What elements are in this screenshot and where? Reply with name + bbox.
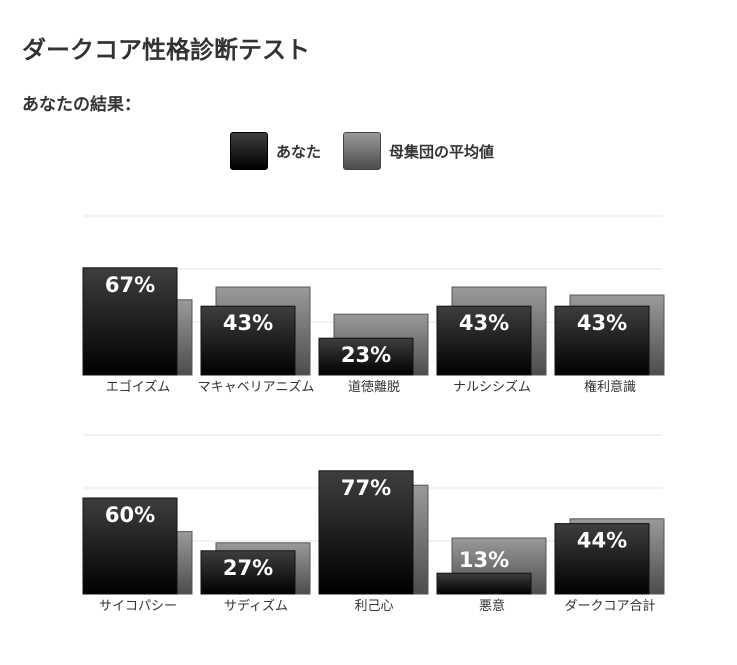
category-label: サディズム [224,598,288,614]
category-label: ナルシシズム [453,379,531,395]
bar-you [554,523,650,595]
legend-item-average: 母集団の平均値 [343,132,494,170]
legend-swatch-you [230,132,268,170]
bar-you [436,305,532,376]
bar-value-label: 44% [577,529,627,553]
chart-legend: あなた 母集団の平均値 [230,132,516,170]
chart-panel-top: 67% エゴイズム 43% マキャベリアニズム 23% 道徳離脱 43% ナルシシズム 43% 権… [82,215,665,395]
bar-you [200,550,296,595]
legend-swatch-average [343,132,382,170]
bar-value-label: 67% [105,273,155,297]
bar-value-label: 77% [341,476,391,500]
category-label: マキャベリアニズム [198,379,315,395]
bar-you [318,337,414,376]
category-label: エゴイズム [106,379,171,395]
bar-value-label: 23% [341,343,391,367]
bar-you [436,572,532,595]
bar-you [82,267,178,376]
category-label: 悪意 [479,598,505,614]
category-label: 権利意識 [584,379,636,395]
bar-value-label: 13% [459,548,509,572]
category-label: 利己心 [354,599,393,614]
legend-label-you: あなた [276,142,322,161]
chart-panel-bottom: 60% サイコパシー 27% サディズム 77% 利己心 13% 悪意 44% ダークコア合計 [82,434,665,614]
bar-you [82,497,178,595]
bar-you [318,470,414,595]
bar-value-label: 43% [459,311,509,335]
bar-value-label: 60% [105,503,155,527]
page-title: ダークコア性格診断テスト [22,36,310,64]
results-heading: あなたの結果： [22,95,141,115]
category-label: ダークコア合計 [564,598,655,614]
bar-value-label: 43% [577,311,627,335]
legend-item-you: あなた [230,132,321,170]
bar-you [554,305,650,376]
bar-you [200,305,296,376]
bar-value-label: 27% [223,556,273,580]
category-label: 道徳離脱 [348,380,400,395]
category-label: サイコパシー [99,599,177,614]
bar-value-label: 43% [223,311,273,335]
legend-label-average: 母集団の平均値 [389,142,495,161]
